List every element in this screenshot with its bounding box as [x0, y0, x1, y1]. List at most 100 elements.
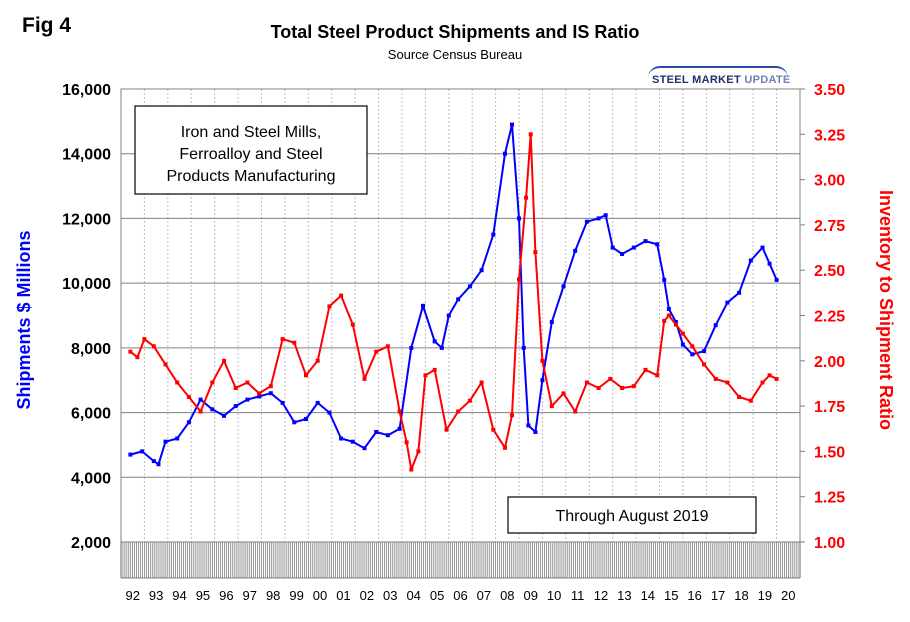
x-tick-label: 12	[594, 588, 608, 603]
series-point	[584, 219, 589, 224]
x-tick-label: 19	[758, 588, 772, 603]
logo-text-2: UPDATE	[744, 74, 791, 86]
series-point	[135, 355, 140, 360]
y-tick-label: 16,000	[62, 82, 111, 99]
x-tick-label: 96	[219, 588, 233, 603]
series-point	[510, 122, 514, 127]
series-point	[304, 417, 308, 421]
y2-tick-label: 2.25	[814, 309, 845, 326]
series-point	[156, 462, 161, 467]
series-point	[280, 337, 285, 342]
series-point	[573, 248, 578, 253]
series-point	[257, 391, 262, 396]
series-point	[128, 452, 133, 457]
x-tick-label: 09	[524, 588, 538, 603]
x-tick-label: 14	[641, 588, 655, 603]
series-point	[362, 446, 367, 451]
series-point	[198, 409, 203, 414]
series-point	[526, 423, 531, 428]
series-point	[510, 413, 514, 418]
x-tick-label: 05	[430, 588, 444, 603]
x-tick-label: 10	[547, 588, 561, 603]
series-point	[725, 380, 730, 385]
series-point	[268, 384, 273, 389]
series-point	[610, 245, 615, 250]
series-point	[292, 340, 297, 345]
y2-tick-label: 1.25	[814, 490, 845, 507]
series-point	[561, 284, 566, 289]
series-point	[416, 449, 421, 454]
series-point	[128, 349, 133, 354]
series-point	[385, 344, 390, 349]
series-point	[327, 304, 332, 309]
series-point	[540, 358, 545, 363]
series-point	[439, 345, 444, 350]
brand-logo: STEEL MARKET UPDATE	[652, 74, 791, 86]
series-point	[725, 300, 730, 305]
series-point	[517, 216, 521, 221]
series-point	[175, 436, 180, 441]
x-tick-label: 17	[711, 588, 725, 603]
series-point	[257, 394, 262, 399]
series-point	[163, 439, 168, 444]
series-point	[713, 376, 718, 381]
x-tick-label: 99	[289, 588, 303, 603]
y2-tick-label: 3.50	[814, 82, 845, 99]
series-point	[315, 400, 320, 405]
series-point	[573, 409, 578, 414]
series-point	[385, 433, 390, 438]
series-point	[467, 398, 472, 403]
series-point	[760, 380, 765, 385]
series-point	[767, 373, 772, 378]
series-point	[142, 337, 147, 342]
series-point	[666, 307, 671, 311]
y-tick-label: 14,000	[62, 147, 111, 164]
series-point	[643, 367, 648, 372]
series-point	[151, 344, 156, 349]
series-point	[210, 407, 215, 412]
series-point	[198, 397, 203, 402]
series-point	[521, 345, 526, 350]
series-point	[315, 358, 320, 363]
x-tick-label: 15	[664, 588, 678, 603]
y-tick-label: 10,000	[62, 276, 111, 293]
series-point	[596, 386, 601, 390]
series-point	[432, 367, 437, 372]
annotation-through-date: Through August 2019	[555, 508, 708, 525]
series-point	[397, 409, 402, 414]
series-point	[503, 151, 507, 156]
y2-axis-label: Inventory to Shipment Ratio	[876, 190, 896, 430]
y2-tick-label: 2.75	[814, 218, 845, 235]
series-point	[479, 380, 484, 385]
series-point	[774, 376, 779, 381]
series-point	[456, 297, 461, 302]
series-point	[327, 410, 332, 415]
series-point	[503, 445, 507, 450]
x-tick-label: 07	[477, 588, 491, 603]
series-point	[596, 216, 601, 221]
x-tick-label: 08	[500, 588, 514, 603]
series-point	[737, 290, 742, 295]
x-tick-label: 02	[360, 588, 374, 603]
y2-tick-label: 1.75	[814, 399, 845, 416]
series-point	[268, 391, 273, 396]
y-tick-label: 4,000	[71, 470, 111, 487]
series-point	[245, 380, 250, 385]
y2-tick-label: 2.50	[814, 263, 845, 280]
vertical-gridlines	[120, 89, 801, 542]
series-point	[491, 427, 496, 432]
x-tick-label: 98	[266, 588, 280, 603]
series-point	[409, 467, 414, 472]
x-tick-label: 97	[243, 588, 257, 603]
series-point	[680, 342, 685, 347]
series-point	[631, 245, 636, 250]
series-point	[222, 358, 226, 363]
series-point	[233, 386, 238, 390]
series-point	[680, 331, 685, 336]
series-point	[584, 380, 589, 385]
y-axis-label: Shipments $ Millions	[14, 230, 34, 409]
x-tick-label: 93	[149, 588, 163, 603]
series-point	[643, 239, 648, 244]
series-point	[666, 313, 671, 318]
annotation-line-2: Ferroalloy and Steel	[179, 146, 322, 163]
